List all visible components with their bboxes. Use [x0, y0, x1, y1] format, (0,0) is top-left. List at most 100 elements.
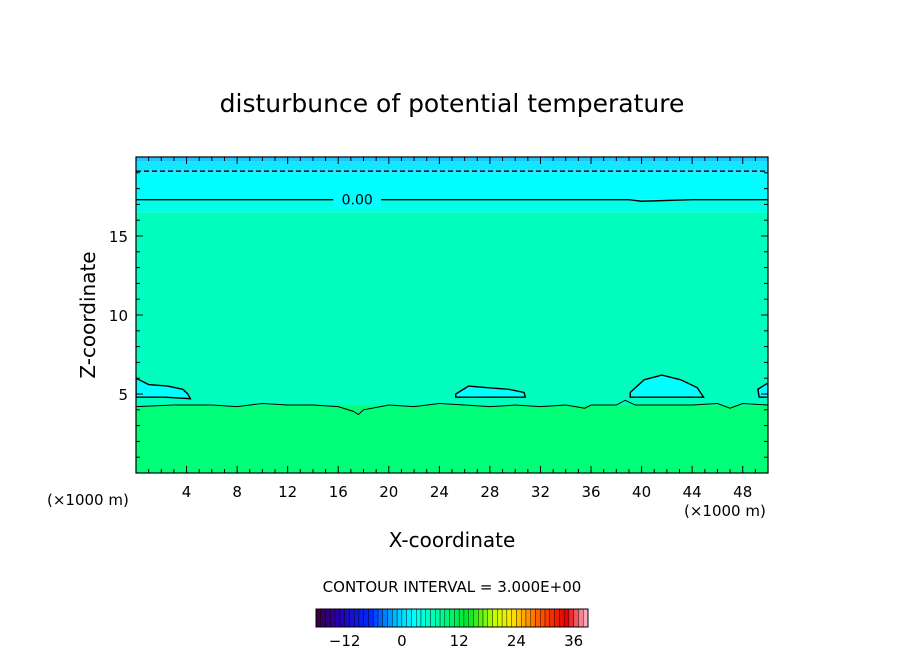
colorbar-cell	[382, 608, 388, 628]
colorbar-tick-label: 0	[397, 632, 407, 650]
colorbar-cell	[506, 608, 512, 628]
colorbar-cell	[487, 608, 493, 628]
colorbar-cell	[435, 608, 441, 628]
x-tick-label: 4	[182, 483, 192, 501]
colorbar-cell	[344, 608, 350, 628]
field-patch	[630, 375, 704, 398]
contour-line	[629, 374, 705, 398]
x-tick-label: 48	[733, 483, 752, 501]
x-tick-label: 44	[683, 483, 702, 501]
colorbar-cell	[425, 608, 431, 628]
contour-line	[455, 385, 527, 398]
colorbar-cell	[444, 608, 450, 628]
colorbar-cell	[358, 608, 364, 628]
field-band	[136, 212, 768, 406]
y-tick-labels: 5 10 15	[109, 228, 128, 404]
plot-frame	[135, 156, 769, 474]
colorbar-cell	[520, 608, 527, 628]
colorbar-cell	[540, 608, 546, 628]
x-axis-label: X-coordinate	[389, 528, 516, 552]
colorbar-cell	[463, 608, 469, 628]
y-tick-label: 5	[118, 386, 128, 404]
x-tick-label: 16	[329, 483, 348, 501]
colorbar-tick-label: 12	[450, 632, 469, 650]
colorbar-cell	[473, 608, 479, 628]
colorbar-cell	[511, 608, 517, 628]
x-tick-label: 32	[531, 483, 550, 501]
colorbar-cell	[559, 608, 565, 628]
field-patch	[455, 386, 526, 398]
field-patch	[136, 378, 191, 399]
colorbar-cell	[544, 608, 551, 628]
colorbar-cell	[420, 608, 426, 628]
colorbar-cell	[482, 608, 488, 628]
colorbar-cell	[315, 608, 321, 628]
colorbar-cell	[554, 608, 560, 628]
x-tick-label: 20	[379, 483, 398, 501]
colorbar-cell	[396, 608, 403, 628]
y-tick-label: 10	[109, 307, 128, 325]
x-tick-label: 40	[632, 483, 651, 501]
axis-ticks	[136, 157, 768, 473]
contour-interval-text: CONTOUR INTERVAL = 3.000E+00	[323, 578, 582, 596]
colorbar-cell	[330, 608, 336, 628]
colorbar-cell	[497, 608, 503, 628]
contour-line	[757, 382, 768, 398]
colorbar-cell	[349, 608, 355, 628]
chart-title: disturbunce of potential temperature	[220, 89, 685, 118]
x-unit-left: (×1000 m)	[47, 491, 129, 509]
colorbar-cell	[416, 608, 422, 628]
colorbar-tick-label: 24	[507, 632, 526, 650]
colorbar-cell	[568, 608, 574, 628]
x-unit-right: (×1000 m)	[684, 502, 766, 520]
contour-line	[136, 377, 192, 400]
contour-lines	[136, 170, 768, 416]
colorbar-tick-labels: −12 0 12 24 36	[329, 632, 583, 650]
colorbar-cell	[516, 608, 522, 628]
contour-label-group: 0.00	[333, 191, 382, 209]
colorbar-cell	[535, 608, 541, 628]
colorbar-cell	[368, 608, 374, 628]
colorbar-cell	[401, 608, 407, 628]
field-band	[136, 161, 768, 173]
x-tick-label: 12	[278, 483, 297, 501]
colorbar-cell	[353, 608, 360, 628]
colorbar-cell	[339, 608, 345, 628]
field-band	[136, 405, 768, 473]
colorbar-cell	[334, 608, 341, 628]
y-tick-label: 15	[109, 228, 128, 246]
x-tick-label: 24	[430, 483, 449, 501]
colorbar-cell	[549, 608, 555, 628]
colorbar-cell	[377, 608, 384, 628]
y-axis-label: Z-coordinate	[76, 251, 100, 378]
colorbar-cell	[439, 608, 446, 628]
colorbar-cell	[583, 608, 589, 628]
colorbar-tick-label: −12	[329, 632, 361, 650]
colorbar-cell	[530, 608, 536, 628]
field-band	[136, 199, 768, 213]
field-band	[136, 172, 768, 200]
colorbar-cell	[525, 608, 531, 628]
plot-field	[136, 157, 768, 473]
colorbar-cell	[468, 608, 474, 628]
contour-label: 0.00	[342, 193, 373, 209]
x-tick-labels: 4 8 12 16 20 24 28 32 36 40 44 48	[182, 483, 752, 501]
x-tick-label: 8	[232, 483, 242, 501]
colorbar-cell	[406, 608, 412, 628]
x-tick-label: 28	[480, 483, 499, 501]
colorbar-cell	[492, 608, 498, 628]
colorbar-cell	[363, 608, 369, 628]
contour-line	[136, 198, 768, 202]
colorbar-cell	[563, 608, 570, 628]
colorbar-frame	[315, 608, 589, 628]
colorbar-cell	[373, 608, 379, 628]
colorbar-cell	[430, 608, 436, 628]
colorbar-cell	[501, 608, 508, 628]
colorbar-cell	[578, 608, 584, 628]
colorbar-cell	[449, 608, 455, 628]
colorbar-cell	[458, 608, 465, 628]
colorbar-cell	[325, 608, 331, 628]
contour-line	[136, 399, 768, 416]
x-tick-label: 36	[581, 483, 600, 501]
